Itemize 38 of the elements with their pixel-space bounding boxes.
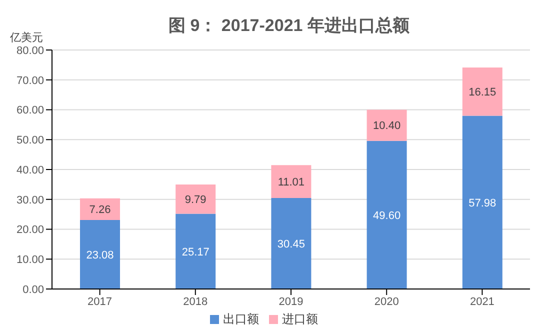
data-label: 9.79 [184, 194, 206, 206]
bar [271, 198, 312, 289]
x-tick-label: 2021 [470, 296, 494, 308]
x-tick-label: 2018 [183, 296, 208, 308]
y-tick-label: 0.00 [22, 284, 44, 296]
bar [366, 110, 407, 141]
data-label: 30.45 [277, 238, 305, 250]
bar [271, 165, 312, 198]
data-label: 49.60 [373, 210, 401, 222]
data-label: 57.98 [468, 197, 496, 210]
data-label: 23.08 [86, 249, 114, 262]
data-label: 11.01 [278, 176, 305, 188]
bar [176, 214, 216, 289]
x-tick-label: 2017 [88, 296, 112, 308]
data-label: 25.17 [182, 246, 210, 258]
data-label: 16.15 [468, 86, 496, 99]
y-tick-label: 60.00 [16, 104, 44, 117]
legend-label: 出口额 [223, 312, 259, 326]
data-label: 10.40 [373, 120, 401, 132]
chart-title: 图 9： 2017-2021 年进出口总额 [168, 16, 410, 35]
y-axis-title: 亿美元 [10, 30, 43, 45]
bar [80, 198, 120, 220]
y-tick-label: 10.00 [16, 254, 44, 266]
bar [462, 68, 502, 116]
y-tick-label: 80.00 [16, 44, 44, 57]
x-tick-label: 2020 [374, 296, 399, 308]
y-tick-label: 20.00 [16, 224, 44, 236]
data-label: 7.26 [89, 204, 111, 216]
bar [462, 116, 502, 289]
y-tick-label: 40.00 [16, 164, 44, 176]
bar [80, 220, 120, 289]
y-tick-label: 30.00 [16, 194, 44, 206]
y-tick-label: 70.00 [16, 74, 44, 87]
bar [176, 184, 216, 214]
legend-label: 进口额 [282, 312, 318, 326]
bar [366, 140, 407, 289]
x-tick-label: 2019 [278, 296, 304, 308]
y-tick-label: 50.00 [16, 134, 44, 147]
